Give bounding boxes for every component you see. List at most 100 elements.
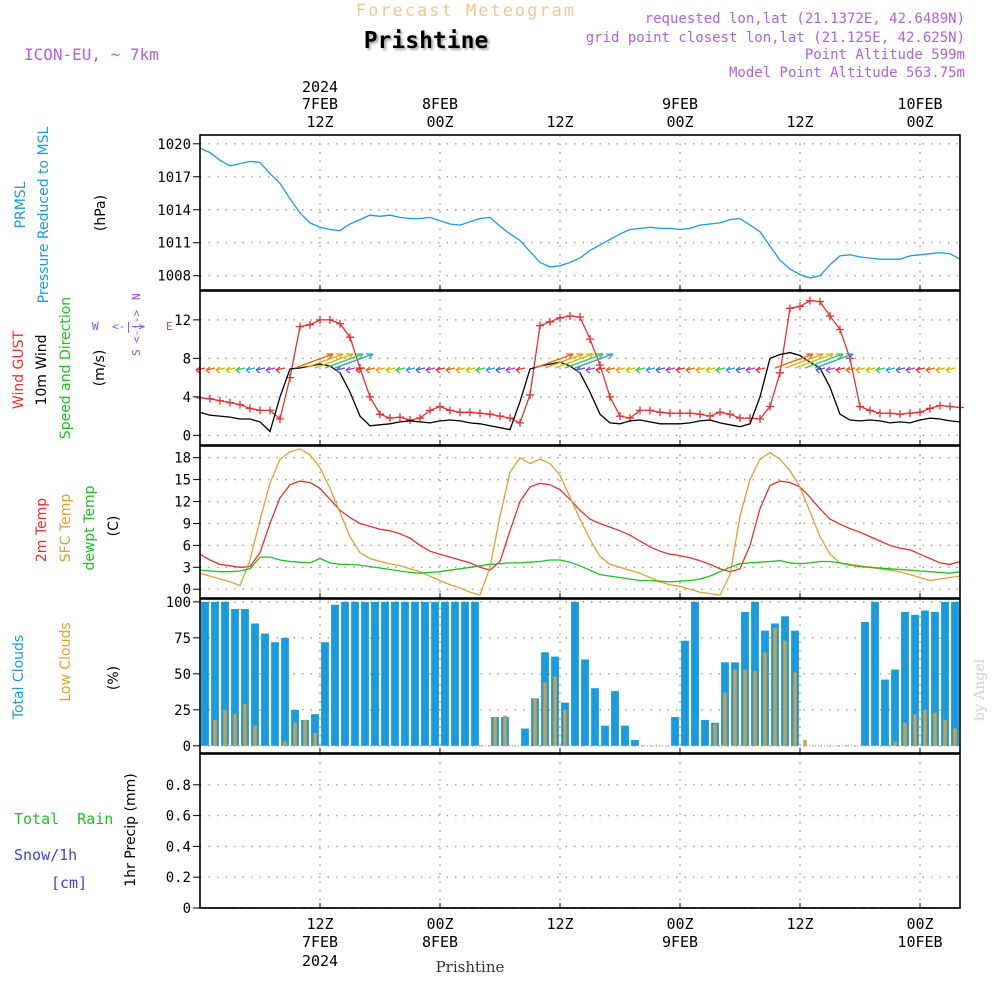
total-cloud-bar (321, 642, 329, 746)
panel-frame (199, 445, 961, 599)
wind-direction-arrow (855, 367, 866, 371)
gust-marker (786, 304, 794, 313)
gust-marker (776, 368, 784, 377)
wind-direction-arrowhead (845, 366, 851, 374)
wind-direction-arrowhead (945, 366, 951, 374)
gust-marker (336, 319, 344, 328)
wind-direction-arrow (455, 367, 466, 371)
grid-point-coords: grid point closest lon,lat (21.125E, 42.… (586, 30, 965, 46)
total-cloud-bar (341, 601, 349, 746)
low-cloud-bar (303, 719, 307, 746)
wind-direction-arrowhead (905, 366, 911, 374)
supertitle: Forecast Meteogram (356, 1, 576, 21)
low-cloud-bar (783, 640, 787, 746)
total-cloud-bar (441, 601, 449, 746)
wind-direction-arrow (635, 367, 646, 371)
wind-direction-arrowhead (395, 366, 401, 374)
wind-label-3: Speed and Direction (58, 297, 74, 439)
wind-direction-arrowhead (615, 366, 621, 374)
low-cloud-bar (793, 672, 797, 746)
wind-direction-arrow (655, 367, 666, 371)
total-cloud-bar (271, 642, 279, 746)
gust-marker (416, 414, 424, 423)
wind-direction-arrowhead (665, 366, 671, 374)
wind-direction-arrowhead (685, 366, 691, 374)
wind-direction-arrowhead (606, 353, 614, 360)
gust-marker (296, 322, 304, 331)
low-cloud-bar (743, 669, 747, 746)
top-time-label: 00Z (666, 113, 693, 131)
wind-direction-arrowhead (855, 366, 861, 374)
gust-marker (526, 390, 534, 399)
wind-direction-arrowhead (425, 366, 431, 374)
gust-marker (936, 401, 944, 410)
bottom-date-label: 10FEB (897, 933, 942, 951)
gust-marker (666, 409, 674, 418)
wind-direction-arrowhead (655, 366, 661, 374)
wind-direction-arrow (534, 353, 574, 369)
wind-direction-arrow (735, 367, 746, 371)
cloud-label-1: Total Clouds (11, 635, 27, 720)
total-cloud-bar (351, 601, 359, 746)
wind-direction-arrowhead (375, 366, 381, 374)
dewpt-temp-line (199, 556, 961, 583)
gust-marker (946, 402, 954, 411)
y-tick-label: 4 (183, 390, 191, 406)
gust-marker (546, 317, 554, 326)
wind-direction-arrow (255, 367, 266, 371)
total-cloud-bar (621, 725, 629, 746)
wind-direction-arrow (945, 367, 956, 371)
wind-direction-arrowhead (335, 366, 341, 374)
wind-direction-arrowhead (566, 353, 574, 360)
wind-direction-arrow (595, 367, 606, 371)
total-cloud-bar (361, 601, 369, 746)
top-time-label: 00Z (906, 113, 933, 131)
wind-direction-arrow (304, 353, 344, 369)
total-cloud-bar (461, 601, 469, 746)
y-tick-label: 1011 (157, 236, 191, 252)
wind-direction-arrow (335, 367, 346, 371)
wind-direction-arrow (425, 367, 436, 371)
panel-2: 0 3 6 9 12 15 18 (174, 445, 961, 599)
gust-marker (586, 335, 594, 344)
gust-marker (706, 412, 714, 421)
wind-direction-arrowhead (925, 366, 931, 374)
top-time-label: 12Z (546, 113, 573, 131)
compass-s: S (130, 349, 143, 356)
y-tick-label: 0.2 (166, 870, 191, 886)
panel-frame (199, 134, 961, 291)
total-cloud-bar (601, 725, 609, 746)
low-cloud-bar (293, 722, 297, 746)
gust-marker (436, 402, 444, 411)
wind-direction-arrowhead (225, 366, 231, 374)
gust-marker (396, 413, 404, 422)
y-tick-label: 12 (174, 495, 191, 511)
top-date-label: 8FEB (422, 95, 458, 113)
wind-direction-arrow (784, 353, 824, 369)
requested-coords: requested lon,lat (21.1372E, 42.6489N) (645, 11, 965, 27)
wind-direction-arrow (515, 367, 526, 371)
total-cloud-bar (421, 601, 429, 746)
panel-0: 1008 1011 1014 1017 1020 (157, 134, 961, 291)
low-cloud-bar (313, 732, 317, 746)
low-cloud-bar (543, 682, 547, 746)
precip-unit: 1hr Precip (mm) (123, 773, 139, 886)
wind-direction-arrowhead (336, 353, 344, 360)
low-cloud-bar (803, 740, 807, 746)
wind-direction-arrowhead (265, 366, 271, 374)
wind-direction-arrow (675, 367, 686, 371)
plot-area: 1008 1011 1014 1017 1020 0 4 8 12 0 3 6 9 12 15 18 0 25 50… (157, 78, 964, 970)
wind-direction-arrow (575, 367, 586, 371)
y-tick-label: 9 (183, 516, 191, 532)
pressure-unit: (hPa) (93, 195, 109, 231)
wind-direction-arrowhead (275, 366, 281, 374)
wind-direction-arrowhead (816, 353, 824, 360)
gust-marker (616, 412, 624, 421)
gust-marker (866, 406, 874, 415)
gust-marker (696, 410, 704, 419)
wind-direction-arrow (505, 367, 516, 371)
gust-marker (406, 415, 414, 424)
wind-direction-arrowhead (576, 353, 584, 360)
gust-marker (556, 313, 564, 322)
